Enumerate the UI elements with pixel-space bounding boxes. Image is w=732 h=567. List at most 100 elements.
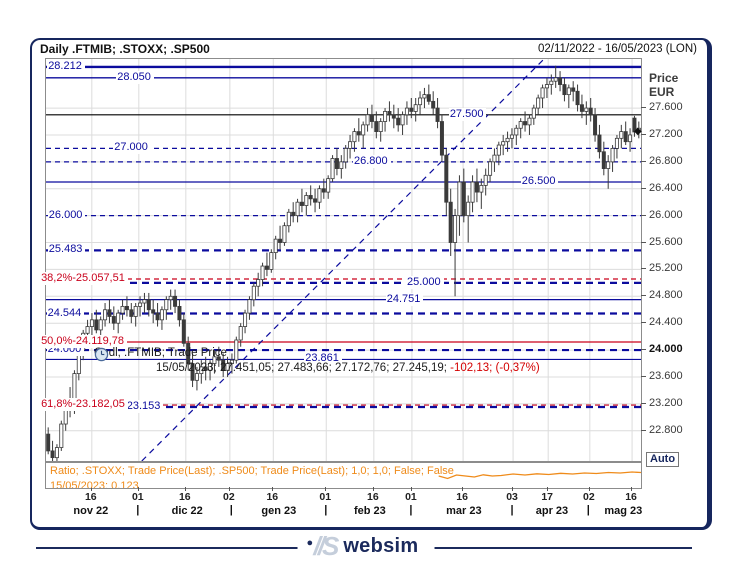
- price-line-label[interactable]: 61,8%-23.182,05: [40, 398, 128, 412]
- candle-body: [317, 188, 322, 203]
- price-line-label[interactable]: 27.500: [448, 107, 487, 121]
- candle-body: [50, 450, 55, 459]
- candle-body: [391, 114, 396, 119]
- legend-ohlc-values: 15/05/2023; 27.451,05; 27.483,66; 27.172…: [156, 362, 540, 374]
- axis-tick-mark: [641, 268, 646, 270]
- candle-body: [133, 305, 138, 317]
- candle-body: [107, 309, 112, 317]
- price-line-label[interactable]: 23.861: [304, 352, 342, 366]
- candle-body: [94, 319, 99, 331]
- candle-body: [269, 252, 274, 270]
- legend-series-name: Cndl; .FTMIB; Trade Price: [94, 347, 227, 359]
- candle-body: [470, 181, 475, 203]
- candle-body: [597, 134, 602, 153]
- candle-body: [138, 302, 143, 307]
- candle-body: [208, 363, 213, 371]
- candle-body: [330, 158, 335, 180]
- day-tick-label: 16: [266, 491, 279, 503]
- candle-body: [89, 319, 94, 327]
- candle-interval-clock-icon[interactable]: [94, 347, 109, 362]
- candle-body: [304, 195, 309, 206]
- price-line-label[interactable]: 23.153: [125, 400, 164, 414]
- candle-body: [553, 77, 558, 82]
- chart-title: Daily .FTMIB; .STOXX; .SP500: [40, 42, 210, 56]
- candle-body: [356, 131, 361, 136]
- chart-header: Daily .FTMIB; .STOXX; .SP500 02/11/2022 …: [40, 42, 697, 58]
- candle-body: [474, 181, 479, 193]
- price-line-label[interactable]: 25.483: [47, 243, 86, 257]
- candle-body: [457, 181, 462, 217]
- price-axis-tick-label: 26.800: [649, 154, 683, 167]
- trend-line[interactable]: [141, 59, 545, 461]
- price-line-label[interactable]: 38,2%-25.057,51: [40, 271, 128, 285]
- candle-body: [509, 134, 514, 139]
- candle-body: [173, 295, 178, 307]
- candle-body: [444, 154, 449, 203]
- candle-body: [142, 299, 147, 304]
- candle-body: [348, 141, 353, 149]
- price-line-label[interactable]: 28.212: [47, 59, 85, 73]
- candle-body: [54, 447, 59, 459]
- price-line-label[interactable]: 26.000: [47, 208, 86, 222]
- candle-body: [321, 188, 326, 193]
- axis-tick-mark: [641, 133, 646, 135]
- price-line-label[interactable]: 26.500: [520, 175, 559, 189]
- candle-body: [610, 148, 615, 163]
- legend-change-red: -102,13; (-0,37%): [450, 362, 540, 374]
- candle-body: [278, 238, 283, 243]
- candle-body: [103, 309, 108, 321]
- price-axis-title: Price EUR: [649, 71, 678, 99]
- ratio-subchart-panel[interactable]: Ratio; .STOXX; Trade Price(Last); .SP500…: [45, 462, 642, 489]
- candle-body: [129, 309, 134, 317]
- candle-body: [186, 342, 191, 364]
- axis-tick-mark: [641, 241, 646, 243]
- ratio-line-canvas: [438, 471, 641, 480]
- candle-body: [85, 326, 90, 334]
- axis-tick-mark: [641, 429, 646, 431]
- candle-body: [177, 305, 182, 321]
- axis-tick-mark: [641, 375, 646, 377]
- series-legend: Cndl; .FTMIB; Trade Price 15/05/2023; 27…: [94, 347, 540, 374]
- ratio-legend-clipped: 15/05/2023; 0,123: [50, 480, 139, 489]
- price-line-label[interactable]: 24.751: [385, 292, 424, 306]
- candle-body: [527, 117, 532, 126]
- candle-body: [264, 265, 269, 270]
- price-line-label[interactable]: 50,0%-24.119,78: [40, 335, 128, 349]
- month-label: dic 22: [171, 505, 203, 517]
- price-axis-title-price: Price: [649, 71, 679, 85]
- price-axis-tick-label: 22.800: [649, 423, 683, 436]
- candle-body: [247, 299, 252, 314]
- main-price-plot[interactable]: Cndl; .FTMIB; Trade Price 15/05/2023; 27…: [40, 58, 642, 462]
- plot-label-overlay: Cndl; .FTMIB; Trade Price 15/05/2023; 27…: [40, 59, 642, 461]
- candle-body: [251, 285, 256, 301]
- price-line-label[interactable]: 26.800: [353, 154, 391, 168]
- candle-body: [59, 423, 64, 448]
- candle-body: [151, 309, 156, 314]
- candle-body: [387, 111, 392, 116]
- axis-auto-scale-button[interactable]: Auto: [646, 452, 680, 467]
- candle-body: [221, 359, 226, 371]
- time-axis-tick-mark: [372, 487, 374, 491]
- price-line-label[interactable]: 24.544: [46, 306, 85, 320]
- candle-body: [229, 359, 234, 364]
- day-tick-label: 16: [84, 491, 97, 503]
- candle-body: [544, 84, 549, 89]
- price-line-label[interactable]: 25.000: [405, 275, 444, 289]
- candle-body: [361, 124, 366, 136]
- price-line-label[interactable]: 27.000: [113, 141, 151, 155]
- price-line-label[interactable]: 28.050: [116, 70, 154, 84]
- candle-body: [431, 100, 436, 109]
- candle-body: [365, 114, 370, 126]
- candle-body: [619, 131, 624, 139]
- price-axis[interactable]: Price EUR Auto 27.600 27.200 26.800 26.400 2…: [641, 58, 711, 467]
- candle-body: [536, 97, 541, 109]
- candle-body: [216, 356, 221, 361]
- day-tick-label: 03: [506, 491, 518, 503]
- candle-body: [339, 161, 344, 169]
- candle-body: [588, 107, 593, 116]
- candle-body: [461, 181, 466, 217]
- day-tick-label: 02: [582, 491, 595, 503]
- chart-date-range: 02/11/2022 - 16/05/2023 (LON): [538, 43, 697, 55]
- candle-body: [426, 94, 431, 102]
